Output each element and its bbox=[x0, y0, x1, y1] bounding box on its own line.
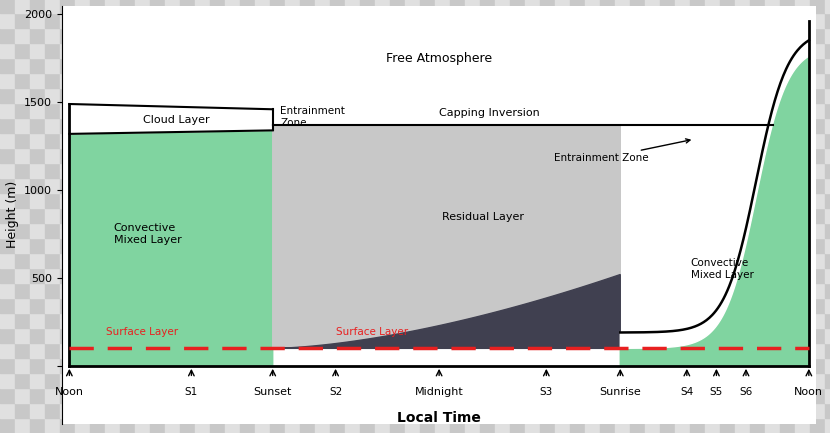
Text: S1: S1 bbox=[185, 387, 198, 397]
Text: Residual Layer: Residual Layer bbox=[442, 211, 525, 222]
Polygon shape bbox=[70, 130, 273, 366]
Text: Surface Layer: Surface Layer bbox=[335, 327, 408, 337]
Text: Cloud Layer: Cloud Layer bbox=[144, 115, 210, 125]
Text: S2: S2 bbox=[329, 387, 342, 397]
Polygon shape bbox=[620, 56, 809, 366]
Text: S3: S3 bbox=[540, 387, 553, 397]
Text: S4: S4 bbox=[681, 387, 693, 397]
Text: Sunset: Sunset bbox=[253, 387, 292, 397]
Polygon shape bbox=[620, 40, 809, 348]
Text: Entrainment
Zone: Entrainment Zone bbox=[280, 107, 345, 128]
Text: Midnight: Midnight bbox=[415, 387, 463, 397]
Text: Local Time: Local Time bbox=[398, 411, 481, 425]
Text: Convective
Mixed Layer: Convective Mixed Layer bbox=[691, 259, 754, 280]
Text: Entrainment Zone: Entrainment Zone bbox=[554, 139, 690, 164]
Text: Capping Inversion: Capping Inversion bbox=[439, 108, 540, 118]
Text: S5: S5 bbox=[710, 387, 723, 397]
Y-axis label: Height (m): Height (m) bbox=[6, 181, 18, 249]
Polygon shape bbox=[70, 104, 273, 134]
Polygon shape bbox=[273, 275, 620, 349]
Text: S6: S6 bbox=[740, 387, 753, 397]
Text: Noon: Noon bbox=[794, 387, 823, 397]
Text: Surface Layer: Surface Layer bbox=[106, 327, 178, 337]
Polygon shape bbox=[273, 125, 620, 349]
Text: Noon: Noon bbox=[55, 387, 84, 397]
Text: Sunrise: Sunrise bbox=[599, 387, 641, 397]
Text: Convective
Mixed Layer: Convective Mixed Layer bbox=[114, 223, 182, 245]
Text: Free Atmosphere: Free Atmosphere bbox=[386, 52, 492, 65]
